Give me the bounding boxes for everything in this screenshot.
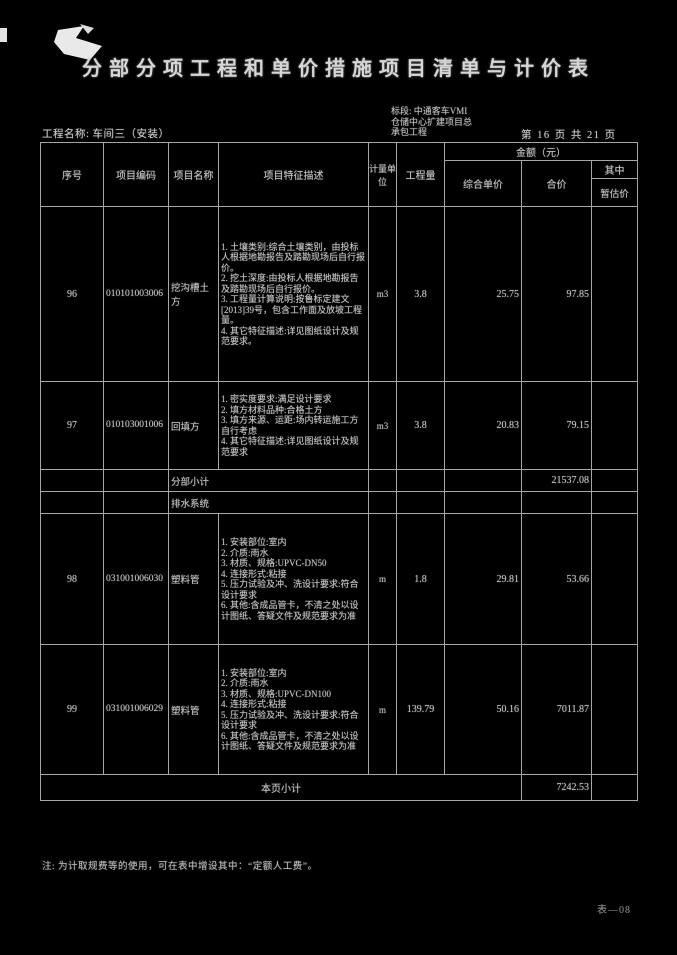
cell-name: 塑料管	[168, 513, 219, 645]
cell-empty	[40, 491, 104, 514]
cell-total-price: 97.85	[521, 206, 592, 382]
cell-unit-price: 29.81	[444, 513, 522, 645]
section-subtotal-row: 分部小计 21537.08	[40, 469, 639, 492]
cell-seq: 97	[40, 381, 104, 470]
cell-name: 塑料管	[168, 644, 219, 775]
cell-feature: 1. 安装部位:室内 2. 介质:雨水 3. 材质、规格:UPVC-DN50 4…	[218, 513, 369, 645]
cell-quantity: 3.8	[396, 206, 445, 382]
section-header-label: 排水系统	[168, 491, 369, 514]
cell-total-price: 7011.87	[521, 644, 592, 775]
cell-name: 回填方	[168, 381, 219, 470]
cell-quantity: 139.79	[396, 644, 445, 775]
cell-empty	[368, 491, 397, 514]
table-row: 98 031001006030 塑料管 1. 安装部位:室内 2. 介质:雨水 …	[40, 513, 639, 645]
cell-feature: 1. 安装部位:室内 2. 介质:雨水 3. 材质、规格:UPVC-DN100 …	[218, 644, 369, 775]
cell-seq: 98	[40, 513, 104, 645]
page-number-info: 第 16 页 共 21 页	[521, 130, 617, 141]
bid-section-line: 仓储中心扩建项目总	[391, 116, 473, 127]
form-code-label: 表—08	[597, 905, 631, 916]
cell-total-price: 53.66	[521, 513, 592, 645]
cell-empty	[396, 469, 445, 492]
col-header-unit-price: 综合单价	[444, 160, 522, 207]
subtotal-total-price: 21537.08	[521, 469, 592, 492]
cell-empty	[590, 469, 639, 492]
cell-name: 挖沟槽土方	[168, 206, 219, 382]
cell-provisional	[590, 206, 639, 382]
bid-section-line: 承包工程	[391, 127, 428, 137]
cell-empty	[444, 491, 522, 514]
subtotal-label: 分部小计	[168, 469, 369, 492]
col-header-code: 项目编码	[103, 142, 169, 207]
cell-empty	[444, 469, 522, 492]
bid-section-line: 标段: 中通客车VMI	[391, 106, 468, 116]
cell-unit-price: 25.75	[444, 206, 522, 382]
cell-provisional	[590, 513, 639, 645]
cell-code: 031001006030	[103, 513, 169, 645]
cell-feature: 1. 土壤类别:综合土壤类别，由投标人根据地勘报告及踏勘现场后自行报价。 2. …	[218, 206, 369, 382]
table-row: 97 010103001006 回填方 1. 密实度要求:满足设计要求 2. 填…	[40, 381, 639, 470]
page-subtotal-row: 本页小计 7242.53	[40, 774, 639, 801]
col-header-seq: 序号	[40, 142, 104, 207]
cell-seq: 96	[40, 206, 104, 382]
cell-empty	[103, 491, 169, 514]
table-row: 99 031001006029 塑料管 1. 安装部位:室内 2. 介质:雨水 …	[40, 644, 639, 775]
cell-quantity: 1.8	[396, 513, 445, 645]
cell-empty	[590, 491, 639, 514]
col-header-name: 项目名称	[168, 142, 219, 207]
table-row: 96 010101003006 挖沟槽土方 1. 土壤类别:综合土壤类别，由投标…	[40, 206, 639, 382]
cell-empty	[521, 491, 592, 514]
cell-feature: 1. 密实度要求:满足设计要求 2. 填方材料品种:合格土方 3. 填方来源、运…	[218, 381, 369, 470]
cell-code: 010103001006	[103, 381, 169, 470]
cell-code: 031001006029	[103, 644, 169, 775]
cell-unit-price: 20.83	[444, 381, 522, 470]
col-header-amount-group: 金额（元）	[443, 142, 639, 161]
cell-unit: m	[368, 513, 397, 645]
col-header-of-which: 其中	[590, 160, 639, 179]
cell-total-price: 79.15	[521, 381, 592, 470]
cell-empty	[368, 469, 397, 492]
page-title: 分部分项工程和单价措施项目清单与计价表	[82, 58, 595, 80]
cell-empty	[396, 491, 445, 514]
cell-unit-price: 50.16	[444, 644, 522, 775]
cell-code: 010101003006	[103, 206, 169, 382]
project-name-label: 工程名称: 车间三（安装）	[42, 129, 170, 140]
cell-provisional	[590, 381, 639, 470]
col-header-feature: 项目特征描述	[218, 142, 369, 207]
boq-table: 序号 项目编码 项目名称 项目特征描述 计量单位 工程量 金额（元） 综合单价 …	[40, 142, 639, 801]
cell-provisional	[590, 644, 639, 775]
scan-artifact-edge	[0, 28, 7, 42]
cell-unit: m3	[368, 381, 397, 470]
cell-empty	[40, 469, 104, 492]
header-row-3: 暂估价	[41, 178, 639, 207]
col-header-unit: 计量单位	[368, 142, 397, 207]
page-subtotal-total-price: 7242.53	[521, 774, 592, 801]
col-header-provisional: 暂估价	[590, 178, 639, 207]
col-header-quantity: 工程量	[396, 142, 445, 207]
cell-seq: 99	[40, 644, 104, 775]
cell-unit: m3	[368, 206, 397, 382]
cell-empty	[103, 469, 169, 492]
footer-note: 注: 为计取规费等的使用，可在表中增设其中：“定额人工费”。	[42, 862, 318, 872]
cell-quantity: 3.8	[396, 381, 445, 470]
header-row-1: 序号 项目编码 项目名称 项目特征描述 计量单位 工程量 金额（元）	[40, 142, 639, 207]
section-header-row: 排水系统	[40, 491, 639, 514]
bid-section-info: 标段: 中通客车VMI 仓储中心扩建项目总 承包工程	[391, 106, 472, 138]
page-subtotal-label: 本页小计	[40, 774, 522, 801]
cell-empty	[590, 774, 639, 801]
col-header-total-price: 合价	[521, 160, 592, 207]
cell-unit: m	[368, 644, 397, 775]
